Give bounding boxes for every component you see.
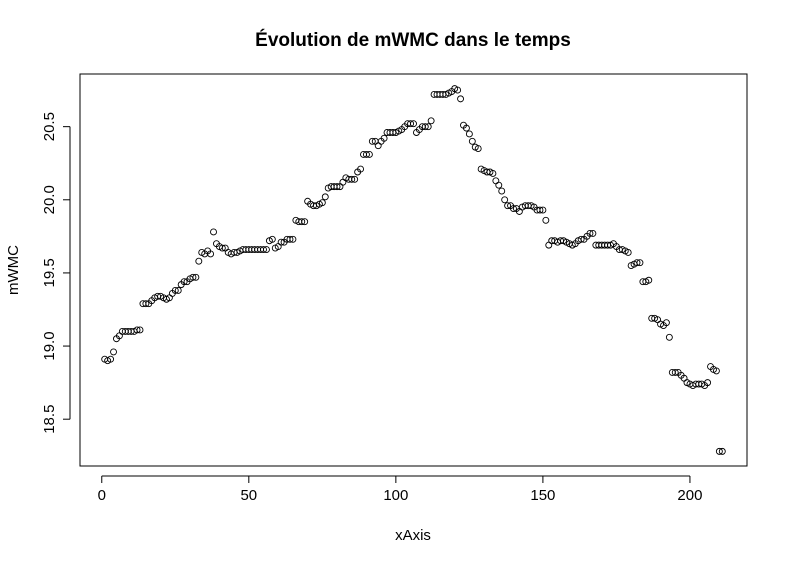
point xyxy=(107,355,115,363)
point xyxy=(298,218,306,226)
y-tick-label: 20.5 xyxy=(41,112,58,141)
point xyxy=(457,95,465,103)
point xyxy=(665,333,673,341)
point xyxy=(704,379,712,387)
point xyxy=(210,228,217,236)
x-tick-label: 50 xyxy=(240,487,257,504)
x-tick-label: 150 xyxy=(530,487,555,504)
point xyxy=(624,248,632,256)
point xyxy=(645,276,653,284)
point xyxy=(301,218,309,226)
point xyxy=(468,137,476,145)
point xyxy=(671,368,679,376)
plot-frame xyxy=(79,73,748,467)
point xyxy=(586,229,594,237)
point xyxy=(192,273,200,281)
point xyxy=(489,170,497,177)
point xyxy=(589,229,597,237)
x-tick-label: 100 xyxy=(383,487,408,504)
y-tick-label: 19.0 xyxy=(41,331,58,360)
point xyxy=(501,196,509,204)
chart-title: Évolution de mWMC dans le temps xyxy=(255,29,571,51)
point xyxy=(407,120,415,128)
point xyxy=(277,238,285,246)
y-tick-label: 20.0 xyxy=(41,185,58,214)
point xyxy=(424,123,432,131)
point xyxy=(218,244,226,252)
y-tick-label: 18.5 xyxy=(41,405,58,434)
point xyxy=(577,235,585,243)
point xyxy=(712,367,720,375)
point xyxy=(492,177,500,185)
point xyxy=(362,150,370,158)
point xyxy=(333,183,341,191)
point xyxy=(368,137,376,145)
point xyxy=(715,447,723,455)
point xyxy=(180,278,188,286)
point xyxy=(410,120,417,128)
point xyxy=(189,273,197,281)
point xyxy=(374,142,382,150)
y-tick-label: 19.5 xyxy=(41,258,58,287)
point xyxy=(351,175,359,183)
point xyxy=(542,216,550,224)
point xyxy=(357,165,365,173)
point xyxy=(339,178,347,186)
point xyxy=(289,235,297,243)
point xyxy=(421,123,429,131)
point xyxy=(462,124,470,132)
point xyxy=(321,193,329,201)
point xyxy=(498,187,506,195)
point xyxy=(718,447,726,455)
point xyxy=(136,326,144,334)
point xyxy=(195,257,203,265)
point xyxy=(133,326,141,334)
point xyxy=(545,241,553,249)
point xyxy=(268,235,276,243)
point xyxy=(263,246,270,253)
point xyxy=(539,206,547,214)
point xyxy=(636,259,644,267)
x-axis-title: xAxis xyxy=(395,527,431,544)
point xyxy=(380,134,388,142)
point xyxy=(286,235,294,243)
point xyxy=(504,202,512,210)
point xyxy=(348,175,356,183)
point xyxy=(454,86,462,94)
point xyxy=(474,145,482,153)
point xyxy=(427,117,435,125)
point xyxy=(662,319,670,327)
x-tick-label: 200 xyxy=(677,487,702,504)
point xyxy=(174,287,182,294)
point xyxy=(207,250,215,258)
point xyxy=(633,259,641,267)
point xyxy=(536,206,544,214)
point xyxy=(260,246,267,253)
point xyxy=(510,205,517,213)
point xyxy=(495,181,503,189)
point xyxy=(142,300,150,308)
y-axis-title: mWMC xyxy=(5,245,22,295)
point xyxy=(110,348,117,356)
x-tick-label: 0 xyxy=(98,487,106,504)
point xyxy=(365,150,373,158)
point xyxy=(318,199,326,207)
point xyxy=(465,130,473,138)
point xyxy=(171,287,179,294)
